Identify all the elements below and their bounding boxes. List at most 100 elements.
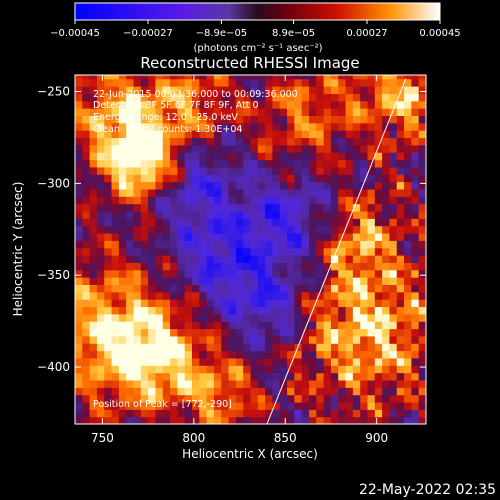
- heatmap-cell: [126, 122, 135, 131]
- heatmap-cell: [279, 240, 288, 249]
- heatmap-cell: [133, 130, 142, 139]
- heatmap-cell: [257, 210, 266, 219]
- heatmap-cell: [418, 291, 426, 300]
- heatmap-cell: [294, 350, 303, 359]
- heatmap-cell: [104, 86, 113, 94]
- heatmap-cell: [316, 188, 325, 197]
- heatmap-cell: [396, 255, 405, 263]
- heatmap-cell: [140, 269, 149, 278]
- heatmap-cell: [192, 313, 200, 322]
- heatmap-cell: [257, 277, 266, 285]
- heatmap-cell: [235, 269, 244, 278]
- heatmap-cell: [352, 247, 361, 256]
- heatmap-cell: [118, 210, 127, 219]
- heatmap-cell: [111, 86, 120, 94]
- heatmap-cell: [213, 387, 222, 396]
- heatmap-cell: [213, 416, 222, 424]
- heatmap-cell: [162, 196, 171, 205]
- heatmap-cell: [155, 86, 164, 94]
- heatmap-cell: [265, 122, 274, 131]
- heatmap-cell: [382, 387, 391, 396]
- heatmap-cell: [82, 372, 91, 381]
- heatmap-cell: [199, 372, 208, 381]
- heatmap-cell: [228, 350, 237, 359]
- heatmap-cell: [265, 409, 274, 418]
- heatmap-cell: [360, 335, 369, 344]
- heatmap-cell: [360, 181, 369, 190]
- heatmap-cell: [250, 144, 259, 153]
- heatmap-cell: [104, 240, 113, 249]
- heatmap-cell: [418, 409, 426, 418]
- heatmap-cell: [111, 269, 120, 278]
- heatmap-cell: [96, 394, 105, 403]
- heatmap-cell: [221, 335, 230, 344]
- heatmap-cell: [118, 262, 127, 271]
- heatmap-cell: [243, 269, 252, 278]
- heatmap-cell: [279, 188, 288, 197]
- heatmap-cell: [148, 284, 157, 293]
- heatmap-cell: [367, 343, 376, 352]
- heatmap-cell: [323, 401, 332, 410]
- heatmap-cell: [133, 357, 142, 366]
- heatmap-cell: [250, 232, 259, 241]
- heatmap-cell: [345, 350, 354, 359]
- heatmap-cell: [279, 387, 288, 396]
- heatmap-cell: [89, 291, 98, 300]
- heatmap-cell: [206, 291, 215, 300]
- heatmap-cell: [213, 299, 222, 308]
- heatmap-cell: [352, 277, 361, 285]
- heatmap-cell: [257, 144, 266, 153]
- heatmap-cell: [140, 93, 149, 102]
- heatmap-cell: [265, 75, 274, 80]
- heatmap-cell: [287, 357, 295, 366]
- heatmap-cell: [345, 291, 354, 300]
- heatmap-cell: [89, 188, 98, 197]
- heatmap-cell: [389, 188, 398, 197]
- heatmap-cell: [323, 357, 332, 366]
- heatmap-cell: [250, 401, 259, 410]
- heatmap-cell: [235, 247, 244, 256]
- heatmap-cell: [330, 291, 339, 300]
- heatmap-cell: [140, 372, 149, 381]
- heatmap-cell: [140, 166, 149, 175]
- heatmap-cell: [192, 108, 200, 117]
- heatmap-cell: [104, 203, 113, 212]
- heatmap-cell: [170, 335, 178, 344]
- heatmap-cell: [345, 130, 354, 139]
- heatmap-cell: [279, 321, 288, 330]
- heatmap-cell: [184, 203, 193, 212]
- heatmap-cell: [104, 328, 113, 337]
- heatmap-cell: [411, 159, 420, 168]
- heatmap-cell: [140, 321, 149, 330]
- heatmap-cell: [184, 100, 193, 109]
- heatmap-cell: [382, 277, 391, 285]
- heatmap-cell: [75, 416, 83, 424]
- heatmap-cell: [301, 108, 310, 117]
- heatmap-cell: [411, 328, 420, 337]
- annotations: 22-Jun-2015 00:03:36.000 to 00:09:36.000…: [93, 89, 298, 410]
- annotation-energy-range: Energy Range: 12.0 - 25.0 keV: [93, 112, 238, 123]
- heatmap-cell: [352, 100, 361, 109]
- heatmap-cell: [301, 188, 310, 197]
- heatmap-cell: [352, 240, 361, 249]
- heatmap-cell: [170, 210, 178, 219]
- heatmap-cell: [330, 86, 339, 94]
- heatmap-cell: [148, 75, 157, 80]
- heatmap-cell: [104, 299, 113, 308]
- heatmap-cell: [294, 240, 303, 249]
- heatmap-cell: [257, 152, 266, 161]
- heatmap-cell: [199, 343, 208, 352]
- heatmap-cell: [352, 335, 361, 344]
- heatmap-cell: [287, 306, 295, 315]
- heatmap-cell: [309, 174, 317, 183]
- heatmap-cell: [192, 159, 200, 168]
- heatmap-cell: [345, 210, 354, 219]
- heatmap-cell: [316, 313, 325, 322]
- heatmap-cell: [140, 394, 149, 403]
- heatmap-cell: [316, 166, 325, 175]
- heatmap-cell: [243, 372, 252, 381]
- heatmap-cell: [155, 357, 164, 366]
- heatmap-cell: [367, 130, 376, 139]
- heatmap-cell: [345, 75, 354, 80]
- chart-title: Reconstructed RHESSI Image: [140, 54, 359, 72]
